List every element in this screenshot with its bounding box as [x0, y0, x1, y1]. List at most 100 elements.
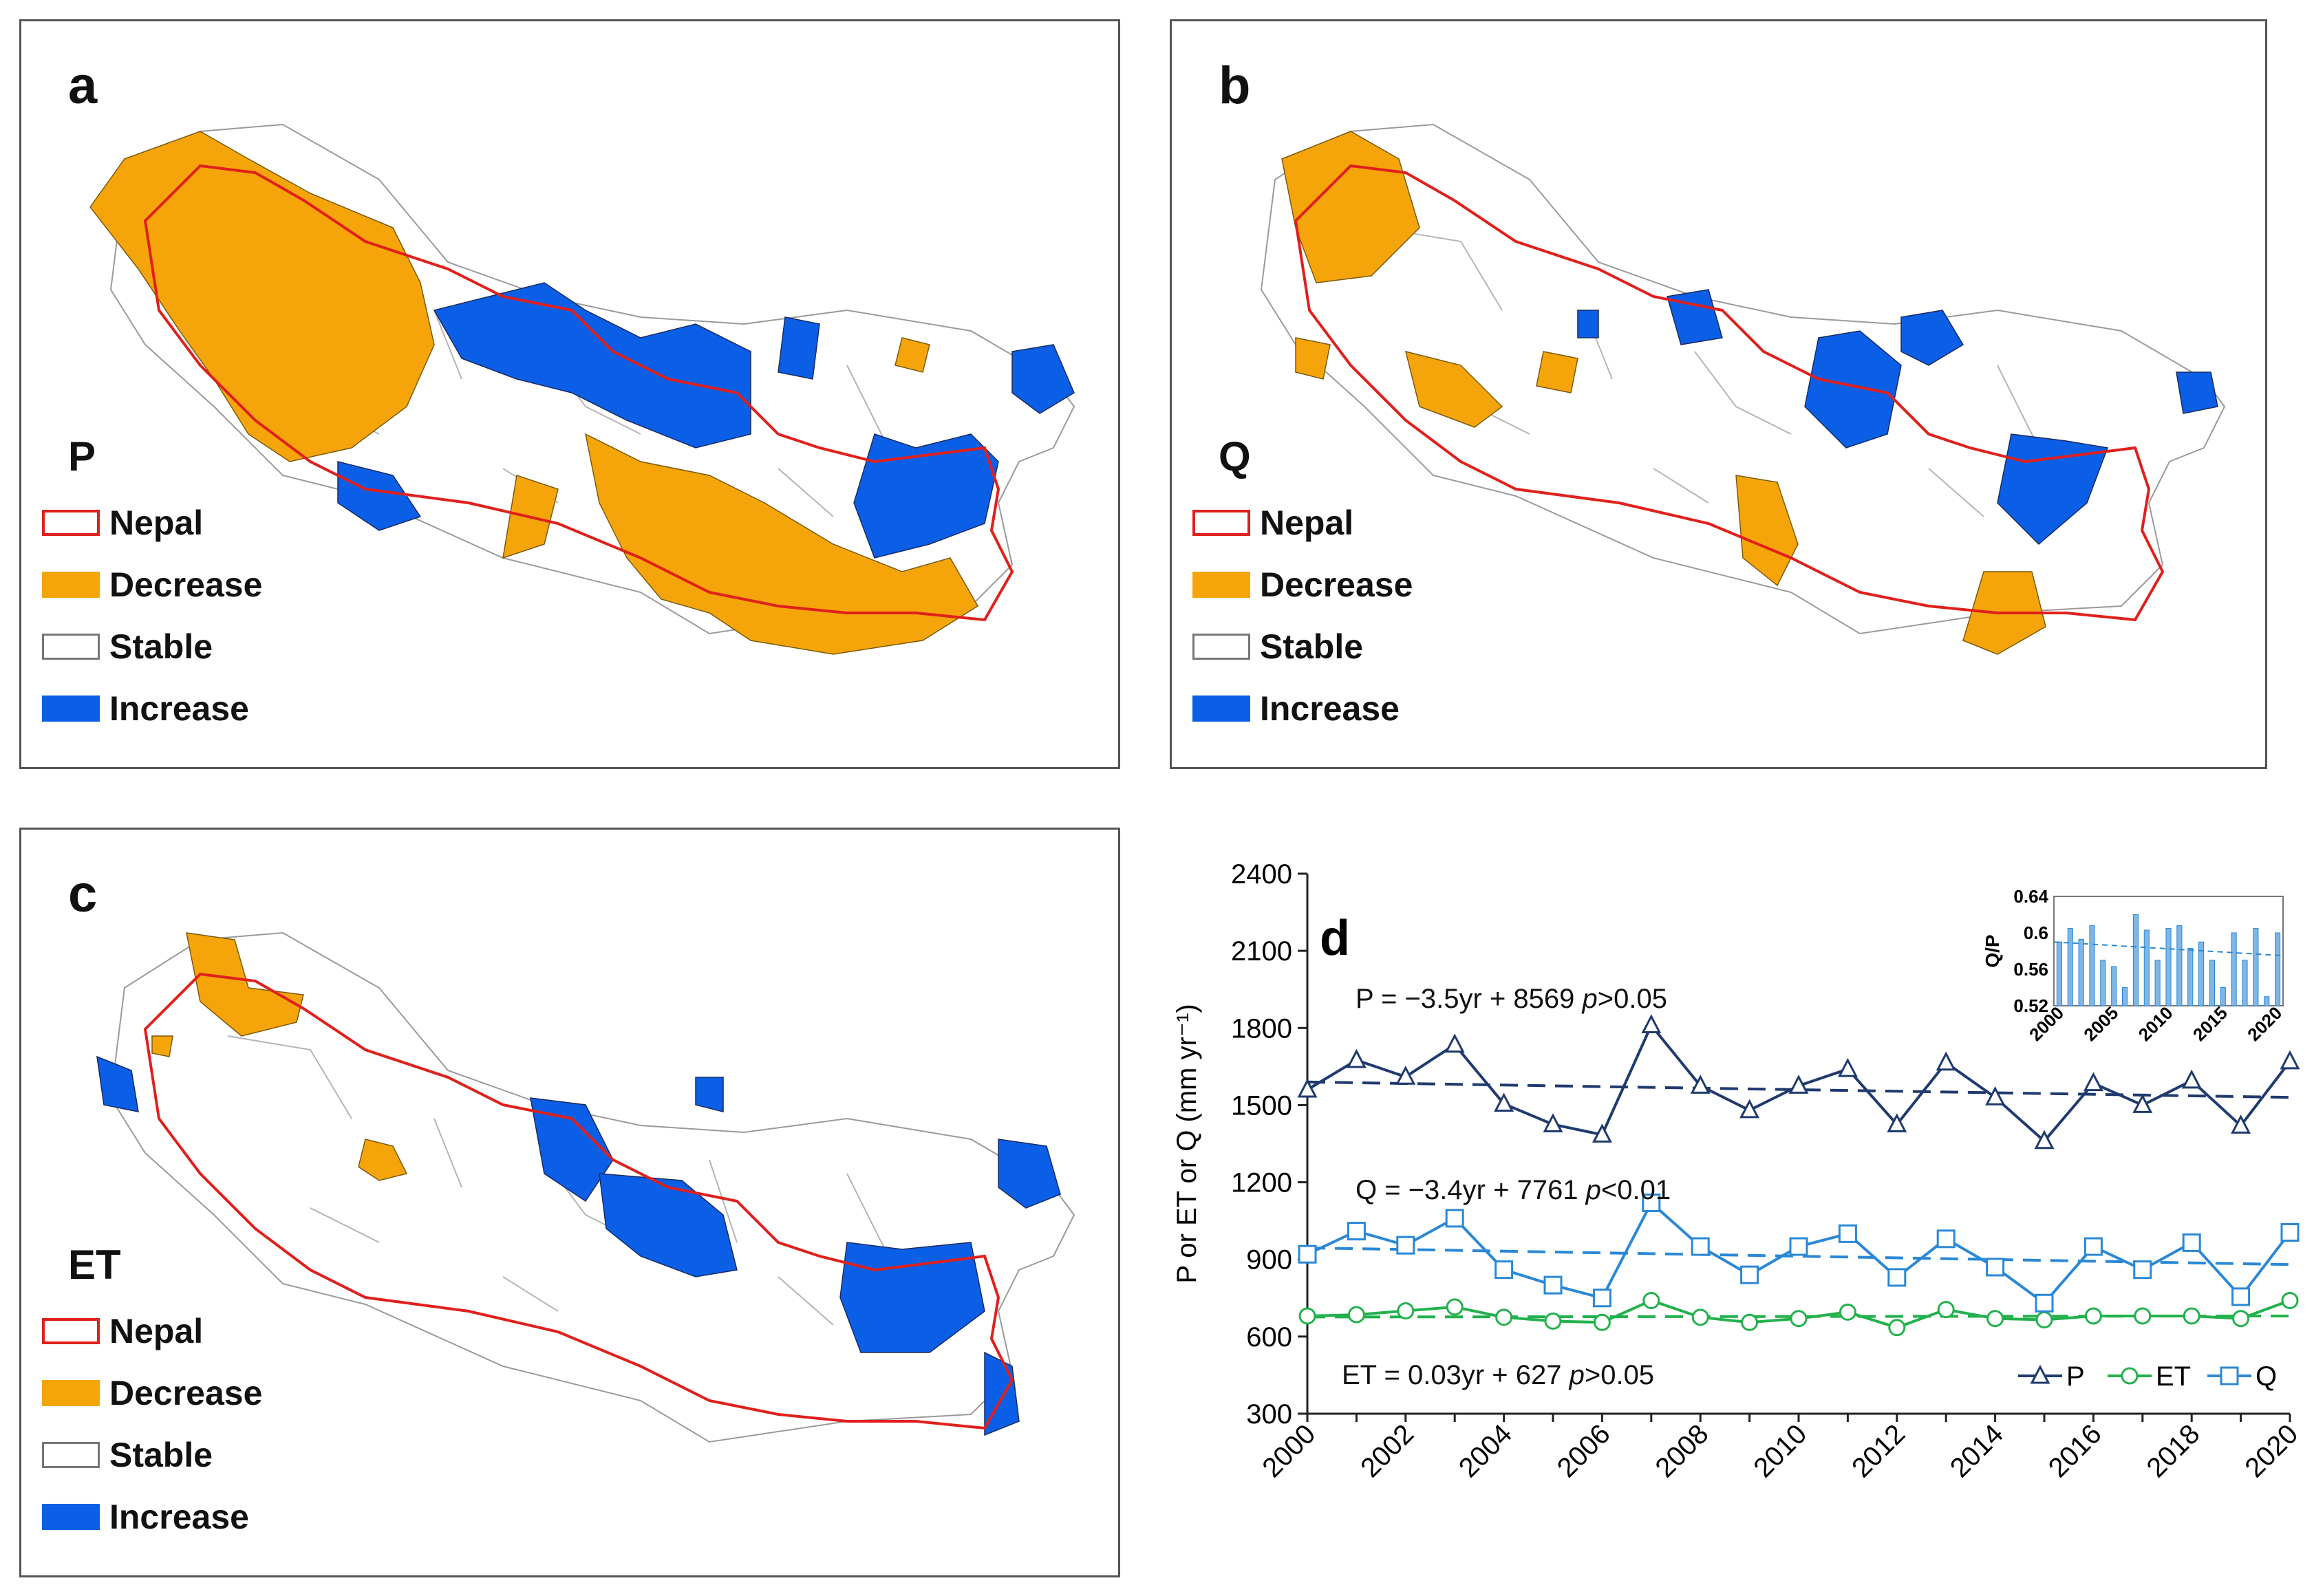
y-tick-label: 900: [1246, 1245, 1292, 1275]
point-Q-2016: [2083, 1237, 2103, 1256]
point-ET-2015: [2035, 1311, 2053, 1329]
x-tick-label: 2014: [1945, 1419, 2009, 1483]
legend-decrease-label: Decrease: [1260, 565, 1413, 604]
point-Q-2013: [1936, 1229, 1956, 1249]
increase-swatch: [42, 695, 100, 722]
inset-bar-2019: [2264, 996, 2270, 1006]
panel-b: b Q Nepal Decrease Stable Increase: [1170, 19, 2267, 769]
point-P-2006: [1592, 1123, 1612, 1143]
legend-item-stable: Stable: [42, 627, 213, 667]
panel-a: a P Nepal Decrease Stable Increase: [19, 19, 1120, 769]
inset-y-tick-label: 0.6: [2024, 923, 2048, 943]
nepal-swatch: [1192, 510, 1250, 536]
inset-bar-2011: [2176, 925, 2183, 1006]
point-ET-2011: [1839, 1303, 1856, 1321]
point-ET-2001: [1347, 1306, 1365, 1324]
inset-x-tick-label: 2010: [2134, 1002, 2177, 1045]
point-ET-2003: [1446, 1298, 1464, 1316]
inset-y-axis-label: Q/P: [1982, 934, 2003, 967]
point-Q-2004: [1495, 1260, 1514, 1280]
point-ET-2014: [1986, 1310, 2004, 1328]
p-symbol: p: [1569, 1360, 1585, 1390]
point-P-2017: [2132, 1094, 2153, 1113]
x-tick-label: 2012: [1846, 1419, 1911, 1483]
legend-item-decrease: Decrease: [42, 565, 262, 605]
inset-x-tick-label: 2005: [2079, 1002, 2122, 1045]
point-Q-2007: [1642, 1193, 1661, 1212]
point-P-2015: [2034, 1130, 2055, 1150]
inset-x-tick-label: 2020: [2243, 1002, 2286, 1045]
decrease-basins: [151, 932, 408, 1181]
x-tick-label: 2018: [2141, 1419, 2206, 1483]
trend-equation-P: P = −3.5yr + 8569 p>0.05: [1356, 984, 1667, 1014]
p-value: <0.01: [1601, 1175, 1671, 1205]
chart-legend: P ET Q: [2018, 1361, 2277, 1392]
point-Q-2009: [1740, 1265, 1759, 1284]
decrease-swatch: [42, 572, 100, 598]
variable-label-c: ET: [68, 1242, 121, 1288]
y-tick-label: 300: [1246, 1399, 1292, 1430]
inset-bar-2016: [2231, 932, 2237, 1006]
p-value: >0.05: [1598, 984, 1667, 1014]
y-axis-label: P or ET or Q (mm yr⁻¹): [1172, 1004, 1202, 1283]
legend-item-stable: Stable: [1192, 627, 1363, 667]
stable-swatch: [42, 634, 100, 660]
legend-stable-label: Stable: [109, 1436, 213, 1474]
point-P-2013: [1936, 1051, 1956, 1071]
point-Q-2005: [1543, 1275, 1563, 1295]
point-Q-2002: [1396, 1236, 1415, 1255]
point-P-2019: [2231, 1114, 2251, 1134]
stable-swatch: [1192, 634, 1250, 660]
legend-stable-label: Stable: [109, 627, 213, 666]
legend-increase-label: Increase: [1260, 689, 1400, 728]
trend-equations: P = −3.5yr + 8569 p>0.05Q = −3.4yr + 776…: [1342, 984, 1671, 1390]
point-Q-2003: [1445, 1209, 1464, 1228]
legend-decrease-label: Decrease: [109, 565, 263, 604]
point-P-2014: [1985, 1086, 2006, 1106]
point-Q-2011: [1838, 1224, 1857, 1243]
increase-swatch: [42, 1504, 100, 1530]
y-tick-label: 1500: [1231, 1090, 1292, 1121]
nepal-border: [143, 972, 1014, 1430]
point-P-2018: [2181, 1069, 2202, 1089]
point-Q-2010: [1789, 1237, 1808, 1256]
y-tick-label: 600: [1246, 1322, 1292, 1352]
inset-bar-2008: [2143, 929, 2150, 1006]
point-ET-2007: [1642, 1292, 1660, 1310]
point-P-2016: [2083, 1072, 2103, 1092]
increase-basins: [1577, 289, 2218, 546]
legend-marker-ET: [2121, 1367, 2139, 1385]
point-ET-2004: [1495, 1308, 1513, 1326]
legend-label-P: P: [2066, 1361, 2085, 1392]
legend-nepal-label: Nepal: [109, 1312, 204, 1350]
point-P-2009: [1739, 1099, 1760, 1119]
inset-bar-2020: [2275, 932, 2281, 1006]
map-evapotranspiration: [96, 931, 1075, 1443]
trend-equation-ET: ET = 0.03yr + 627 p>0.05: [1342, 1360, 1654, 1390]
inset-bar-2006: [2122, 987, 2128, 1006]
legend-item-increase: Increase: [42, 689, 249, 729]
point-Q-2020: [2280, 1222, 2300, 1242]
legend-item-nepal: Nepal: [42, 503, 203, 543]
point-Q-2018: [2182, 1233, 2201, 1252]
stable-swatch: [42, 1442, 100, 1468]
y-tick-label: 1800: [1231, 1013, 1292, 1044]
point-Q-2015: [2035, 1293, 2054, 1313]
point-Q-2000: [1298, 1244, 1317, 1264]
point-ET-2018: [2183, 1307, 2200, 1325]
p-symbol: p: [1582, 984, 1598, 1014]
legend-item-nepal: Nepal: [1192, 503, 1353, 543]
inset-bar-2004: [2100, 960, 2106, 1006]
point-ET-2002: [1397, 1302, 1415, 1319]
y-tick-label: 1200: [1231, 1168, 1292, 1198]
inset-bar-2009: [2154, 960, 2161, 1006]
point-ET-2008: [1691, 1308, 1709, 1326]
inset-y-tick-label: 0.56: [2013, 959, 2048, 980]
variable-label-b: Q: [1219, 433, 1251, 479]
point-ET-2017: [2134, 1307, 2152, 1325]
inset-x-tick-label: 2015: [2189, 1002, 2231, 1045]
increase-basins: [337, 282, 1075, 559]
legend-item-increase: Increase: [1192, 689, 1400, 729]
